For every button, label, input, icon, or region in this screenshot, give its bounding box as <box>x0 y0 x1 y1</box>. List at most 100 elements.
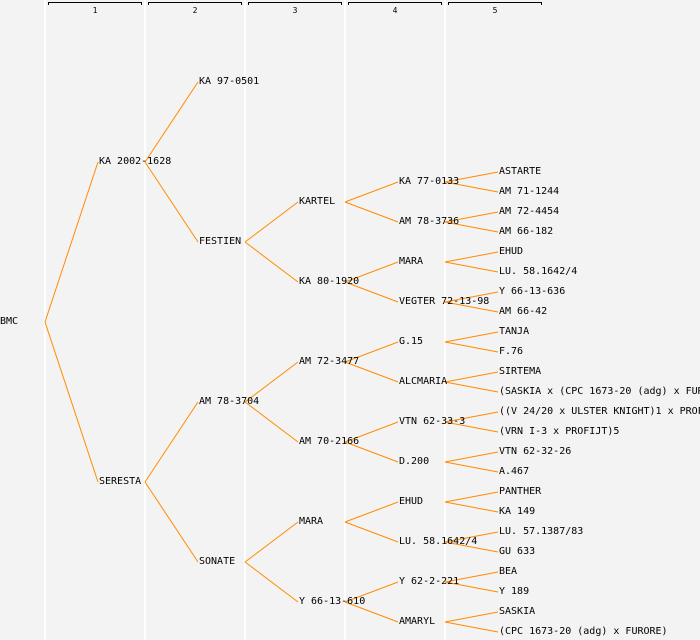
connector-line-dam <box>444 181 499 193</box>
generation-number: 5 <box>492 6 498 15</box>
pedigree-node[interactable]: LU. 58.1642/4 <box>499 266 578 277</box>
connector-line-sire <box>444 211 499 223</box>
pedigree-node[interactable]: Y 66-13-636 <box>499 286 566 297</box>
pedigree-node[interactable]: MARA <box>299 516 324 527</box>
connector-line-dam <box>344 201 399 223</box>
pedigree-node[interactable]: LU. 58.1642/4 <box>399 536 478 547</box>
connector-line-sire <box>44 161 99 323</box>
pedigree-node[interactable]: MARA <box>399 256 424 267</box>
pedigree-node[interactable]: ((V 24/20 x ULSTER KNIGHT)1 x PROF <box>499 406 700 417</box>
connector-line-dam <box>444 341 499 353</box>
pedigree-node[interactable]: (SASKIA x (CPC 1673-20 (adg) x FUR <box>499 386 700 397</box>
pedigree-node[interactable]: SIRTEMA <box>499 366 542 377</box>
pedigree-node[interactable]: KA 80-1920 <box>299 276 360 287</box>
generation-number: 4 <box>392 6 398 15</box>
pedigree-node[interactable]: (VRN I-3 x PROFIJT)5 <box>499 426 620 437</box>
generation-header-2: 2 <box>148 2 242 15</box>
generation-number: 2 <box>192 6 198 15</box>
pedigree-node[interactable]: PANTHER <box>499 486 542 497</box>
pedigree-node[interactable]: (CPC 1673-20 (adg) x FURORE) <box>499 626 668 637</box>
pedigree-node[interactable]: KA 2002-1628 <box>99 156 172 167</box>
pedigree-node[interactable]: D.200 <box>399 456 430 467</box>
generation-number: 3 <box>292 6 298 15</box>
pedigree-node[interactable]: AM 66-182 <box>499 226 554 237</box>
pedigree-node[interactable]: G.15 <box>399 336 424 347</box>
pedigree-node[interactable]: ALCMARIA <box>399 376 448 387</box>
pedigree-node[interactable]: GU 633 <box>499 546 536 557</box>
pedigree-node[interactable]: Y 62-2-221 <box>399 576 460 587</box>
pedigree-node[interactable]: AM 71-1244 <box>499 186 560 197</box>
pedigree-node[interactable]: EHUD <box>399 496 424 507</box>
connector-line-sire <box>344 501 399 523</box>
pedigree-node[interactable]: FESTIEN <box>199 236 242 247</box>
connector-line-sire <box>344 181 399 203</box>
connector-line-dam <box>244 241 299 283</box>
generation-number: 1 <box>92 6 98 15</box>
pedigree-node[interactable]: KA 97-0501 <box>199 76 260 87</box>
pedigree-node[interactable]: VTN 62-32-26 <box>499 446 572 457</box>
pedigree-node[interactable]: Y 189 <box>499 586 530 597</box>
pedigree-node[interactable]: KA 77-0133 <box>399 176 460 187</box>
connector-line-dam <box>444 301 499 313</box>
pedigree-node[interactable]: VEGTER 72-13-98 <box>399 296 490 307</box>
column-separator <box>144 0 146 640</box>
generation-header-5: 5 <box>448 2 542 15</box>
pedigree-node[interactable]: AM 78-3704 <box>199 396 260 407</box>
connector-line-sire <box>344 421 399 443</box>
connector-line-dam <box>344 281 399 303</box>
connector-line-dam <box>444 581 499 593</box>
pedigree-node[interactable]: F.76 <box>499 346 524 357</box>
connector-line-sire <box>444 571 499 583</box>
pedigree-node[interactable]: Y 66-13-610 <box>299 596 366 607</box>
connector-line-sire <box>244 201 299 243</box>
connector-line-sire <box>444 531 499 543</box>
connector-line-sire <box>244 521 299 563</box>
pedigree-node[interactable]: TANJA <box>499 326 530 337</box>
connector-line-dam <box>444 421 499 433</box>
connector-line-dam <box>444 501 499 513</box>
pedigree-node[interactable]: AM 72-4454 <box>499 206 560 217</box>
pedigree-node[interactable]: AM 78-3736 <box>399 216 460 227</box>
connector-line-sire <box>244 361 299 403</box>
generation-header-1: 1 <box>48 2 142 15</box>
pedigree-node[interactable]: SONATE <box>199 556 236 567</box>
connector-line-sire <box>444 171 499 183</box>
pedigree-node[interactable]: ASTARTE <box>499 166 542 177</box>
connector-line-sire <box>344 261 399 283</box>
connector-line-dam <box>444 621 499 633</box>
pedigree-node[interactable]: AMARYL <box>399 616 436 627</box>
connector-line-dam <box>244 561 299 603</box>
pedigree-node[interactable]: AM 70-2166 <box>299 436 360 447</box>
pedigree-node[interactable]: AM 66-42 <box>499 306 548 317</box>
pedigree-node[interactable]: SERESTA <box>99 476 142 487</box>
connector-line-sire <box>444 371 499 383</box>
connector-line-sire <box>344 341 399 363</box>
connector-line-dam <box>444 381 499 393</box>
connector-line-dam <box>244 401 299 443</box>
connector-line-dam <box>144 481 199 563</box>
connector-line-sire <box>444 611 499 623</box>
column-separator <box>44 0 46 640</box>
connector-line-dam <box>344 361 399 383</box>
pedigree-node[interactable]: VTN 62-33-3 <box>399 416 466 427</box>
pedigree-node[interactable]: KA 149 <box>499 506 536 517</box>
column-separator <box>244 0 246 640</box>
pedigree-node[interactable]: AM 72-3477 <box>299 356 360 367</box>
pedigree-node[interactable]: BMC <box>0 316 19 327</box>
pedigree-node[interactable]: BEA <box>499 566 518 577</box>
generation-header-3: 3 <box>248 2 342 15</box>
pedigree-node[interactable]: EHUD <box>499 246 524 257</box>
connector-line-dam <box>344 601 399 623</box>
connector-line-sire <box>144 81 199 163</box>
connector-line-sire <box>444 331 499 343</box>
pedigree-node[interactable]: A.467 <box>499 466 530 477</box>
connector-line-dam <box>444 221 499 233</box>
pedigree-node[interactable]: SASKIA <box>499 606 536 617</box>
connector-line-dam <box>344 441 399 463</box>
pedigree-node[interactable]: LU. 57.1387/83 <box>499 526 584 537</box>
connector-line-sire <box>344 581 399 603</box>
pedigree-node[interactable]: KARTEL <box>299 196 336 207</box>
column-separator <box>444 0 446 640</box>
connector-line-sire <box>444 411 499 423</box>
connector-line-sire <box>444 291 499 303</box>
